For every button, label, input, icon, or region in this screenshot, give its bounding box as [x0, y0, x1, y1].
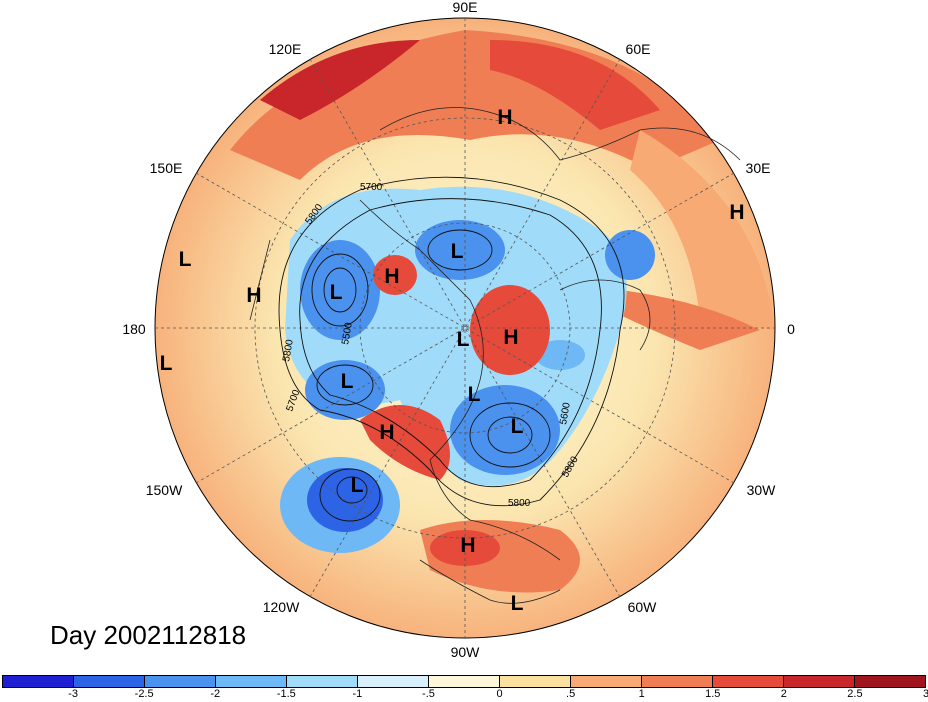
colorbar-tick-label: -1 [352, 688, 363, 700]
colorbar-segment [642, 676, 713, 687]
low-pressure-marker: L [329, 281, 343, 304]
high-pressure-marker: H [384, 265, 400, 288]
contour-label: 5800 [281, 338, 296, 362]
colorbar-tick-label: -3 [68, 688, 78, 700]
lon-label-120w: 120W [262, 599, 300, 615]
colorbar-tick-label: -2 [210, 688, 221, 700]
contour-label: 5700 [360, 182, 383, 193]
colorbar-tick-label: 2.5 [847, 688, 863, 700]
colorbar-tick-label: 1.5 [705, 688, 721, 700]
colorbar-segment [500, 676, 571, 687]
low-pressure-marker: L [340, 370, 354, 393]
colorbar-segment [571, 676, 642, 687]
graticule [155, 18, 775, 638]
lon-label-180: 180 [122, 321, 146, 337]
colorbar-segment [287, 676, 358, 687]
low-pressure-marker: L [456, 328, 470, 351]
colorbar-segment [784, 676, 855, 687]
lon-label-30w: 30W [746, 482, 776, 498]
day-label: Day 2002112818 [50, 620, 247, 650]
high-pressure-marker: H [379, 421, 395, 444]
coastlines [249, 107, 741, 604]
low-pressure-marker: L [450, 240, 464, 263]
colorbar-tick-label: 1 [638, 688, 645, 700]
contour-label: 5500 [340, 321, 355, 345]
low-pressure-marker: L [350, 474, 364, 497]
colorbar-segment [145, 676, 216, 687]
low-pressure-marker: L [178, 248, 192, 271]
colorbar-tick-label: .5 [566, 688, 576, 700]
colorbar-tick-label: -2.5 [134, 688, 154, 700]
colorbar-segment [713, 676, 784, 687]
polar-map: 5700 5800 5500 5800 5700 5600 5800 5800 [154, 17, 776, 639]
lon-label-150w: 150W [145, 482, 183, 498]
high-pressure-marker: H [246, 284, 262, 307]
low-pressure-marker: L [467, 383, 481, 406]
colorbar-tick-label: -.5 [422, 688, 435, 700]
colorbar-segment [855, 676, 925, 687]
high-pressure-marker: H [460, 534, 476, 557]
colorbar-tick-label: -1.5 [276, 688, 296, 700]
low-pressure-marker: L [159, 352, 173, 375]
colorbar-segment [74, 676, 145, 687]
colorbar-tick-label: 3 [922, 688, 928, 700]
low-pressure-marker: L [510, 415, 524, 438]
lon-label-60w: 60W [627, 599, 657, 615]
lon-label-150e: 150E [149, 160, 183, 176]
colorbar-segment [216, 676, 287, 687]
lon-label-60e: 60E [625, 41, 651, 57]
lon-label-90w: 90W [450, 644, 480, 660]
high-pressure-marker: H [497, 106, 513, 129]
colorbar-tick-label: 2 [780, 688, 787, 700]
low-pressure-marker: L [510, 592, 524, 615]
lon-label-90e: 90E [452, 0, 478, 15]
colorbar-tick-label: 0 [496, 688, 503, 700]
high-pressure-marker: H [729, 201, 745, 224]
high-pressure-marker: H [503, 326, 519, 349]
contour-label: 5600 [558, 401, 573, 425]
colorbar [2, 675, 926, 688]
lon-label-120e: 120E [268, 41, 302, 57]
contour-label: 5800 [508, 498, 531, 509]
colorbar-segment [358, 676, 429, 687]
colorbar-segment [429, 676, 500, 687]
lon-label-30e: 30E [745, 160, 771, 176]
height-contours [278, 176, 625, 522]
lon-label-0: 0 [787, 321, 795, 337]
colorbar-segment [3, 676, 74, 687]
